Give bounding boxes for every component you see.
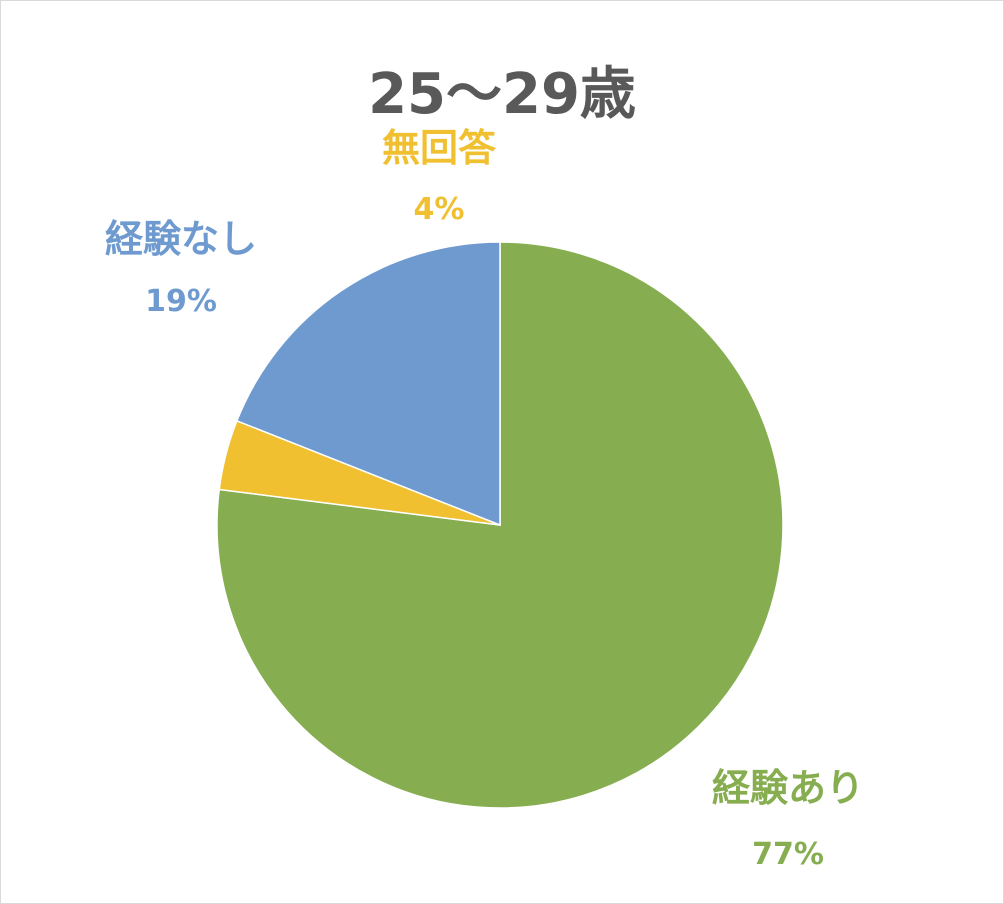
slice-category-label: 無回答	[382, 126, 497, 170]
slice-percent-label: 4%	[414, 192, 465, 227]
pie-slices	[216, 241, 784, 809]
pie-labels: 経験あり 77% 無回答 4% 経験なし 19%	[105, 126, 864, 872]
slice-category-label: 経験あり	[712, 766, 864, 810]
slice-percent-label: 19%	[145, 284, 217, 319]
chart-title: 25〜29歳	[368, 62, 636, 127]
slice-category-label: 経験なし	[105, 217, 257, 261]
pie-slice	[235, 241, 501, 527]
slice-percent-label: 77%	[752, 837, 824, 872]
